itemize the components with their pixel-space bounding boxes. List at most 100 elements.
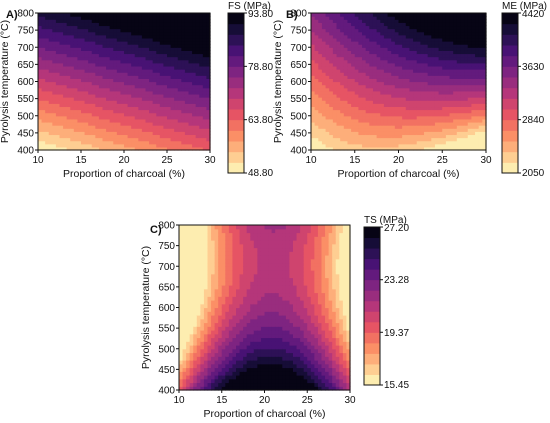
heatmap-cell <box>159 121 165 126</box>
heatmap-cell <box>383 109 389 114</box>
heatmap-cell <box>218 228 223 234</box>
heatmap-cell <box>372 143 378 148</box>
heatmap-cell <box>159 41 165 45</box>
heatmap-cell <box>167 37 172 42</box>
heatmap-cell <box>138 72 143 76</box>
heatmap-cell <box>358 65 363 70</box>
heatmap-cell <box>478 72 483 76</box>
heatmap-cell <box>106 59 111 64</box>
heatmap-cell <box>405 128 411 132</box>
heatmap-cell <box>124 97 129 101</box>
heatmap-cell <box>214 307 219 312</box>
heatmap-cell <box>84 131 89 136</box>
heatmap-cell <box>73 109 79 114</box>
heatmap-cell <box>145 25 150 30</box>
heatmap-cell <box>131 84 136 89</box>
heatmap-cell <box>120 109 125 114</box>
heatmap-cell <box>453 131 458 136</box>
heatmap-cell <box>460 16 465 20</box>
heatmap-cell <box>387 137 392 142</box>
heatmap-cell <box>416 140 421 145</box>
heatmap-cell <box>391 44 396 48</box>
heatmap-cell <box>70 118 75 123</box>
heatmap-cell <box>52 72 57 76</box>
heatmap-cell <box>391 125 396 129</box>
heatmap-cell <box>445 90 451 95</box>
heatmap-cell <box>409 106 414 111</box>
heatmap-cell <box>91 106 96 111</box>
heatmap-cell <box>102 125 107 129</box>
heatmap-cell <box>442 75 447 79</box>
heatmap-cell <box>202 143 208 148</box>
heatmap-cell <box>199 69 204 73</box>
heatmap-cell <box>186 326 191 331</box>
heatmap-cell <box>211 363 216 369</box>
heatmap-cell <box>202 25 208 30</box>
heatmap-cell <box>202 16 208 20</box>
heatmap-cell <box>167 118 172 123</box>
heatmap-cell <box>482 97 487 101</box>
heatmap-cell <box>464 118 469 123</box>
heatmap-cell <box>206 22 211 27</box>
heatmap-cell <box>199 134 204 139</box>
heatmap-cell <box>195 78 200 83</box>
heatmap-cell <box>199 100 204 104</box>
heatmap-cell <box>358 50 363 55</box>
heatmap-cell <box>113 65 118 70</box>
heatmap-cell <box>449 16 454 20</box>
heatmap-cell <box>438 115 443 120</box>
heatmap-cell <box>416 72 421 76</box>
heatmap-cell <box>434 97 440 101</box>
heatmap-cell <box>98 125 104 129</box>
heatmap-cell <box>145 84 150 89</box>
heatmap-cell <box>314 78 319 83</box>
heatmap-cell <box>383 75 389 79</box>
heatmap-cell <box>347 84 352 89</box>
heatmap-cell <box>200 225 205 230</box>
heatmap-cell <box>141 53 147 58</box>
heatmap-cell <box>482 16 487 20</box>
heatmap-cell <box>318 69 323 73</box>
heatmap-cell <box>70 16 75 20</box>
heatmap-cell <box>189 262 194 267</box>
heatmap-cell <box>70 37 75 42</box>
heatmap-cell <box>369 143 374 148</box>
heatmap-cell <box>179 363 184 369</box>
heatmap-cell <box>409 56 414 61</box>
heatmap-cell <box>73 103 79 108</box>
heatmap-cell <box>325 84 330 89</box>
heatmap-cell <box>218 367 223 372</box>
heatmap-cell <box>438 50 443 55</box>
heatmap-cell <box>383 84 389 89</box>
heatmap-cell <box>372 72 378 76</box>
heatmap-cell <box>311 34 316 39</box>
colorbar-band <box>502 98 518 110</box>
heatmap-cell <box>59 41 64 45</box>
heatmap-cell <box>431 16 436 20</box>
heatmap-cell <box>88 53 93 58</box>
heatmap-cell <box>106 87 111 92</box>
heatmap-cell <box>427 137 432 142</box>
heatmap-cell <box>420 65 425 70</box>
heatmap-cell <box>81 28 86 33</box>
heatmap-cell <box>206 78 211 83</box>
heatmap-cell <box>84 16 89 20</box>
heatmap-cell <box>66 121 71 126</box>
heatmap-cell <box>77 146 82 151</box>
heatmap-cell <box>445 34 451 39</box>
heatmap-cell <box>383 34 389 39</box>
heatmap-cell <box>45 106 50 111</box>
heatmap-cell <box>189 281 194 286</box>
heatmap-cell <box>207 315 212 320</box>
heatmap-cell <box>343 22 349 27</box>
heatmap-cell <box>184 131 190 136</box>
heatmap-cell <box>405 34 411 39</box>
heatmap-cell <box>456 128 462 132</box>
heatmap-cell <box>402 31 407 36</box>
heatmap-cell <box>347 137 352 142</box>
heatmap-cell <box>211 277 216 282</box>
heatmap-cell <box>431 59 436 64</box>
heatmap-cell <box>225 255 230 260</box>
heatmap-cell <box>372 22 378 27</box>
heatmap-cell <box>391 78 396 83</box>
